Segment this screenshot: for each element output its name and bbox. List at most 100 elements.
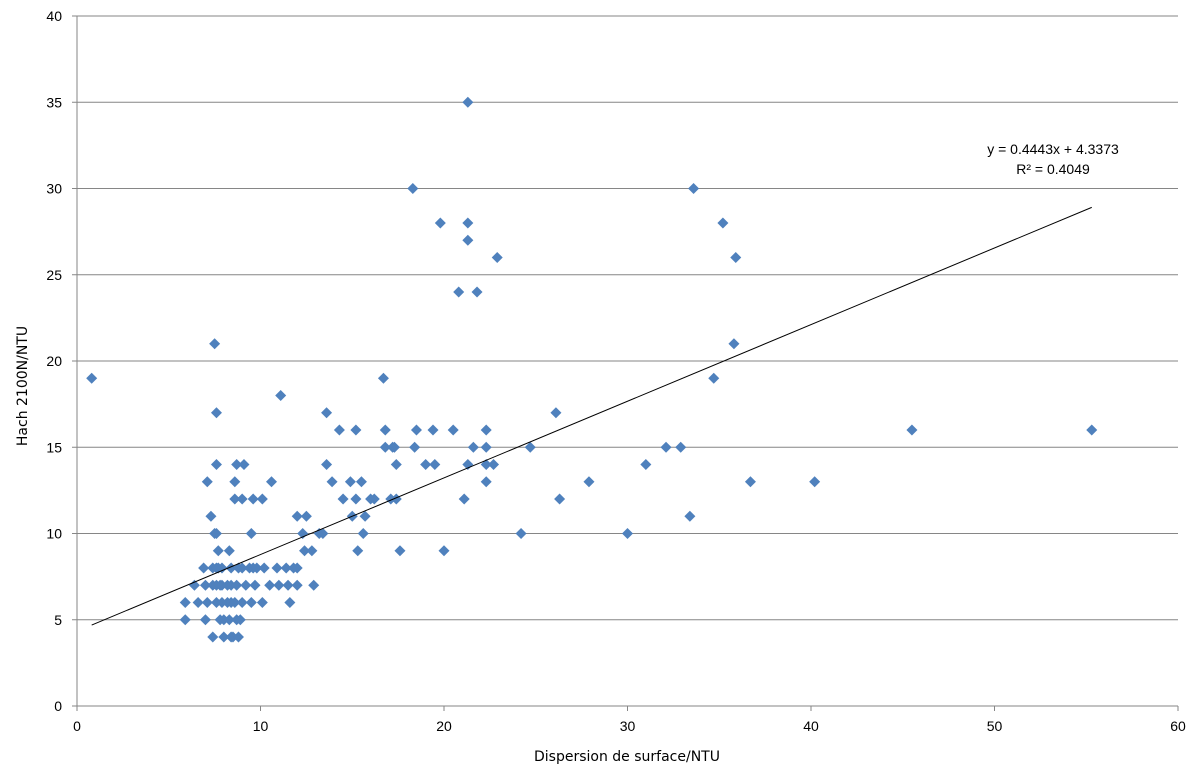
data-point <box>275 390 287 401</box>
data-point <box>420 459 432 470</box>
data-point <box>188 579 200 591</box>
data-point <box>232 631 244 643</box>
data-point <box>271 562 283 574</box>
data-point <box>379 424 391 436</box>
data-point <box>218 631 230 643</box>
data-point <box>308 579 320 591</box>
data-point <box>201 476 213 488</box>
data-point <box>179 597 191 608</box>
gridlines <box>77 15 1178 621</box>
x-tick-label: 30 <box>620 718 636 734</box>
data-point <box>357 528 369 539</box>
data-point <box>583 476 595 488</box>
data-point <box>728 338 740 350</box>
data-point <box>258 562 270 574</box>
data-point <box>209 338 221 350</box>
data-point <box>231 579 243 591</box>
data-point <box>238 459 250 470</box>
data-point <box>906 424 918 436</box>
data-point <box>216 579 228 591</box>
data-point <box>344 476 356 488</box>
data-point <box>458 493 470 505</box>
y-tick-label: 25 <box>46 267 62 283</box>
data-point <box>212 545 224 557</box>
data-point <box>434 217 446 229</box>
data-point <box>317 528 329 539</box>
trendline <box>91 206 1092 626</box>
data-point <box>231 459 243 470</box>
x-tick-label: 10 <box>253 718 269 734</box>
y-tick-label: 5 <box>54 612 62 628</box>
data-point <box>223 545 235 557</box>
data-point <box>407 183 419 194</box>
data-point <box>447 424 459 436</box>
data-point <box>717 217 729 229</box>
y-tick-label: 40 <box>46 8 62 24</box>
data-point <box>256 493 268 505</box>
data-points <box>86 96 1098 643</box>
data-point <box>355 476 367 488</box>
x-tick-label: 20 <box>436 718 452 734</box>
data-point <box>480 476 492 488</box>
data-point <box>249 579 261 591</box>
data-point <box>227 631 239 643</box>
data-point <box>192 597 204 608</box>
data-point <box>467 441 479 453</box>
data-point <box>622 528 633 539</box>
data-point <box>453 286 465 298</box>
data-point <box>229 493 241 505</box>
data-point <box>210 459 222 470</box>
data-point <box>471 286 483 298</box>
x-axis-title: Dispersion de surface/NTU <box>534 749 720 765</box>
data-point <box>488 459 500 470</box>
trendline-group <box>91 206 1092 626</box>
data-point <box>229 476 241 488</box>
data-point <box>491 252 503 263</box>
data-point <box>708 372 720 384</box>
tick-labels: 0 5 10 15 20 25 30 35 40 0 10 20 30 40 50 60 <box>46 8 1186 734</box>
axes <box>72 15 1179 711</box>
data-point <box>229 597 241 608</box>
data-point <box>684 510 696 522</box>
data-point <box>744 476 756 488</box>
data-point <box>427 424 439 436</box>
data-point <box>236 597 248 608</box>
data-point <box>179 614 191 626</box>
trendline-equation: y = 0.4443x + 4.3373 <box>987 141 1119 157</box>
data-point <box>660 441 672 453</box>
data-point <box>300 510 312 522</box>
data-point <box>245 528 257 539</box>
data-point <box>284 597 296 608</box>
data-point <box>207 631 219 643</box>
data-point <box>524 441 536 453</box>
data-point <box>306 545 318 557</box>
data-point <box>462 96 474 108</box>
data-point <box>236 562 248 574</box>
data-point <box>247 493 259 505</box>
data-point <box>337 493 349 505</box>
data-point <box>390 459 402 470</box>
data-point <box>359 510 371 522</box>
data-point <box>223 614 235 626</box>
data-point <box>480 441 492 453</box>
data-point <box>640 459 652 470</box>
data-point <box>462 234 474 246</box>
data-point <box>216 597 228 608</box>
data-point <box>350 493 362 505</box>
data-point <box>280 562 292 574</box>
data-point <box>210 597 222 608</box>
data-point <box>205 510 217 522</box>
data-point <box>251 562 263 574</box>
trendline-r-squared: R² = 0.4049 <box>1016 161 1090 177</box>
data-point <box>554 493 566 505</box>
data-point <box>321 407 333 419</box>
data-point <box>210 407 222 419</box>
data-point <box>236 493 248 505</box>
data-point <box>266 476 278 488</box>
data-point <box>394 545 406 557</box>
y-tick-label: 15 <box>46 439 62 455</box>
data-point <box>216 562 228 574</box>
data-point <box>198 562 210 574</box>
data-point <box>730 252 742 263</box>
